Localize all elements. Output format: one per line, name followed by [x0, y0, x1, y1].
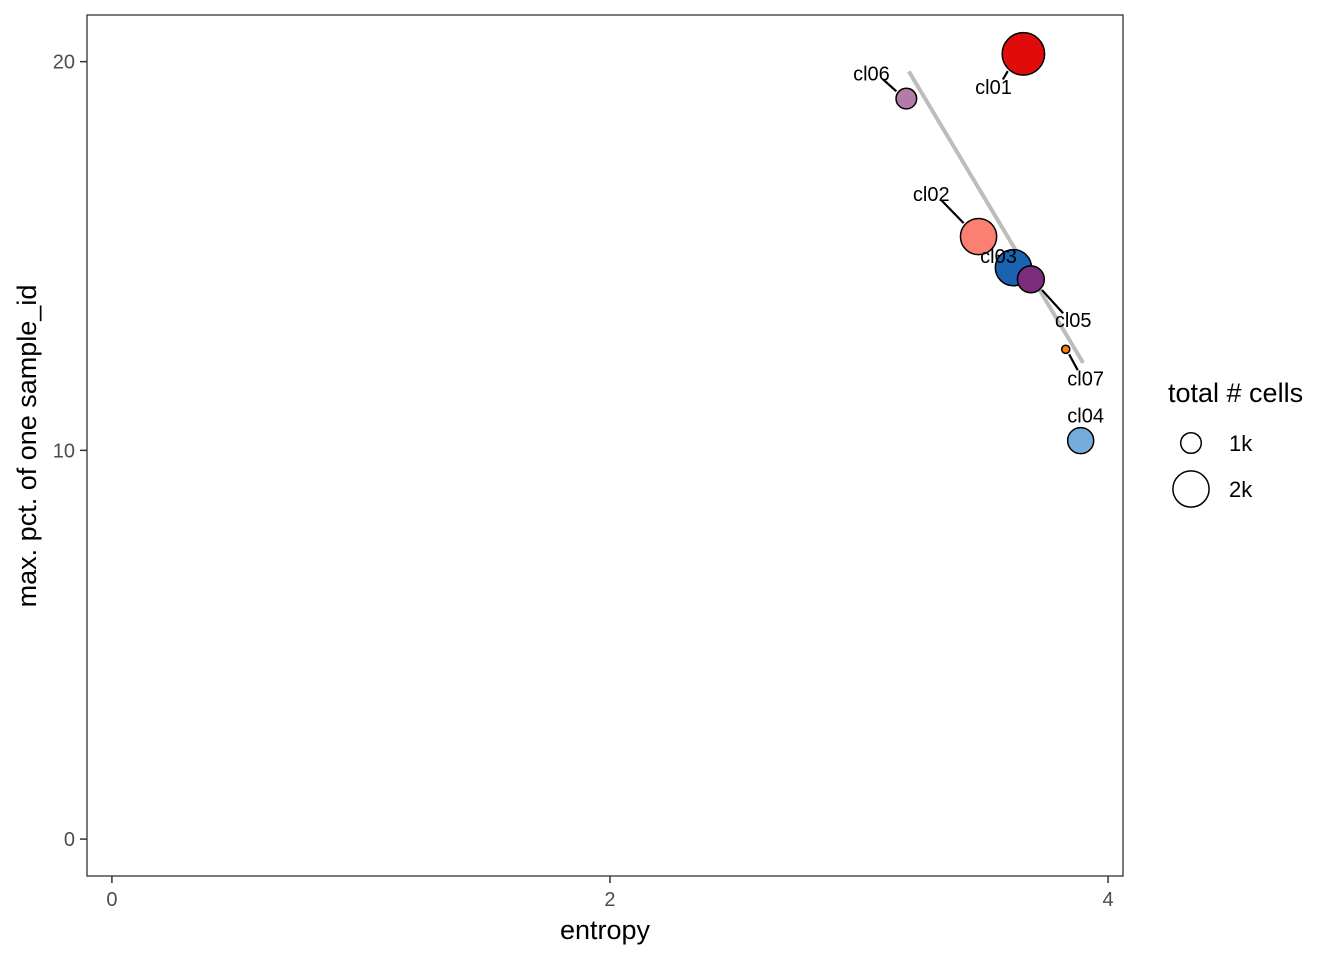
label-cl07: cl07	[1067, 368, 1104, 390]
y-axis: 0 10 20	[53, 52, 87, 851]
leader-line-cl07	[1068, 353, 1079, 371]
legend-key-1k	[1179, 431, 1203, 455]
legend-label-2k: 2k	[1229, 477, 1253, 502]
y-axis-title: max. pct. of one sample_id	[12, 285, 42, 608]
y-tick-label: 10	[53, 440, 75, 462]
label-cl01: cl01	[975, 77, 1012, 99]
point-layer	[895, 31, 1095, 455]
legend-title: total # cells	[1168, 378, 1303, 408]
label-layer: cl01 cl02 cl03 cl04 cl05 cl06 cl07	[853, 63, 1104, 427]
trend-layer	[907, 70, 1085, 364]
y-tick-label: 0	[64, 829, 75, 851]
x-tick-label: 0	[106, 889, 117, 911]
point-cl05	[1016, 265, 1046, 294]
point-cl02	[959, 217, 998, 256]
label-cl04: cl04	[1067, 405, 1104, 427]
trend-line	[907, 70, 1085, 364]
x-axis: 0 2 4	[106, 876, 1114, 911]
point-cl04	[1066, 426, 1095, 455]
leader-line-cl01	[1001, 70, 1009, 81]
label-cl05: cl05	[1055, 310, 1092, 332]
leader-line-cl02	[940, 199, 965, 224]
point-cl01	[1001, 31, 1046, 76]
legend: total # cells 1k 2k	[1168, 378, 1303, 508]
label-cl06: cl06	[853, 63, 890, 85]
legend-key-2k	[1172, 470, 1210, 508]
x-tick-label: 2	[604, 889, 615, 911]
leader-line-cl05	[1041, 289, 1064, 314]
point-cl07	[1060, 344, 1071, 355]
x-tick-label: 4	[1102, 889, 1113, 911]
y-tick-label: 20	[53, 52, 75, 74]
label-cl02: cl02	[913, 184, 950, 206]
legend-entries: 1k 2k	[1172, 431, 1253, 508]
leader-line-cl06	[882, 78, 898, 93]
x-axis-title: entropy	[560, 915, 651, 945]
plot-panel-border	[86, 14, 1124, 877]
legend-label-1k: 1k	[1229, 431, 1253, 456]
point-cl06	[895, 87, 918, 110]
plot-background	[87, 15, 1123, 876]
label-cl03: cl03	[980, 246, 1017, 268]
